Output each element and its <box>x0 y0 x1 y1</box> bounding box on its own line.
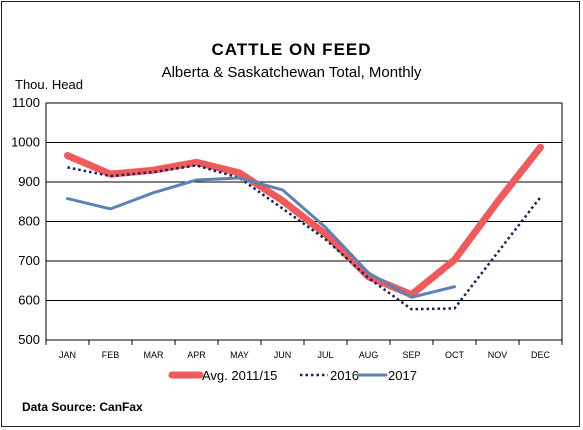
chart-title: CATTLE ON FEED <box>211 40 372 59</box>
y-tick-label: 1100 <box>12 95 40 110</box>
x-tick-label: MAR <box>144 350 165 360</box>
x-tick-label: SEP <box>402 350 420 360</box>
legend-label: 2017 <box>388 368 417 383</box>
legend-label: 2016 <box>330 368 359 383</box>
series-line-2017 <box>66 176 456 299</box>
y-tick-label: 1000 <box>11 135 40 150</box>
x-tick-label: JUN <box>274 350 292 360</box>
x-tick-label: MAY <box>230 350 249 360</box>
series-line-2016 <box>67 164 542 311</box>
x-tick-label: APR <box>187 350 206 360</box>
x-tick-label: JAN <box>59 350 76 360</box>
y-tick-label: 900 <box>18 174 40 189</box>
y-tick-label: 600 <box>18 293 40 308</box>
y-tick-label: 700 <box>18 253 40 268</box>
x-tick-label: AUG <box>359 350 379 360</box>
x-tick-label: DEC <box>531 350 551 360</box>
chart-subtitle: Alberta & Saskatchewan Total, Monthly <box>161 64 422 81</box>
y-axis-label: Thou. Head <box>15 77 83 92</box>
x-tick-label: OCT <box>445 350 465 360</box>
x-tick-label: FEB <box>102 350 120 360</box>
series-line-avg-2011-15 <box>64 143 544 299</box>
x-tick-label: JUL <box>317 350 333 360</box>
legend-label: Avg. 2011/15 <box>202 368 277 383</box>
y-tick-label: 800 <box>18 214 40 229</box>
data-source-note: Data Source: CanFax <box>22 400 143 414</box>
y-tick-label: 500 <box>18 332 40 347</box>
x-tick-label: NOV <box>488 350 508 360</box>
